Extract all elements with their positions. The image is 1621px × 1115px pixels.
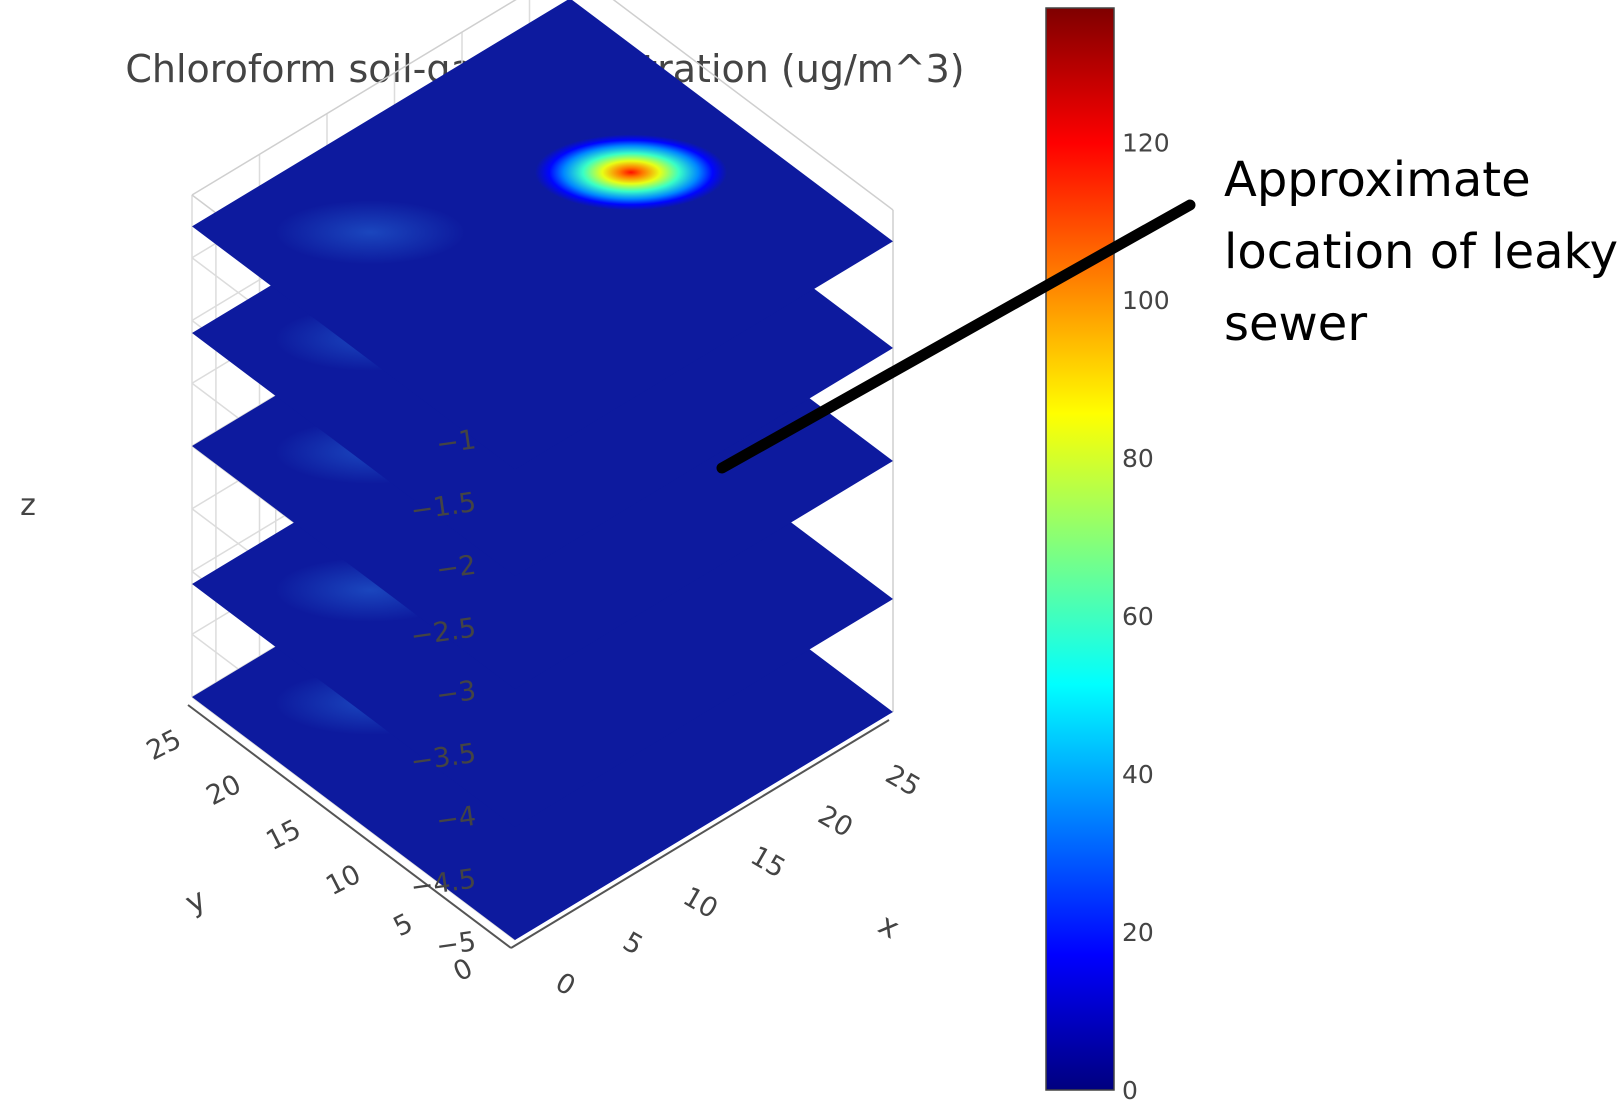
- x-tick-label: 0: [550, 967, 580, 1002]
- z-tick-label: −1: [434, 424, 478, 460]
- z-axis-label: z: [20, 488, 36, 523]
- x-tick-label: 5: [618, 926, 648, 961]
- z-tick-label: −5: [434, 926, 478, 962]
- colorbar-tick-label: 100: [1122, 286, 1170, 315]
- slice-z-m1_25: [192, 0, 893, 470]
- colorbar-tick-label: 20: [1122, 918, 1154, 947]
- annotation-line-1: Approximate: [1224, 152, 1531, 208]
- annotation-text: Approximate location of leaky sewer: [1224, 152, 1618, 352]
- z-tick-label: −2: [434, 550, 478, 586]
- x-tick-label: 20: [813, 800, 858, 844]
- y-tick-label: 20: [202, 769, 247, 812]
- annotation-pointer-line: [716, 199, 1196, 474]
- annotation-line-2: location of leaky: [1224, 224, 1618, 280]
- colorbar-tick-label: 40: [1122, 760, 1154, 789]
- y-axis-label: y: [180, 882, 212, 921]
- y-tick-label: 25: [142, 724, 187, 767]
- y-tick-label: 5: [389, 908, 418, 943]
- z-tick-label: −3: [434, 675, 478, 711]
- colorbar-tick-label: 80: [1122, 444, 1154, 473]
- colorbar-gradient: [1045, 7, 1115, 1091]
- y-tick-label: 10: [321, 859, 366, 902]
- colorbar-tick-label: 120: [1122, 128, 1170, 157]
- y-tick-label: 0: [448, 953, 477, 988]
- slice-haze: [275, 200, 466, 265]
- colorbar-tick-label: 0: [1122, 1076, 1138, 1105]
- concentration-slices: [192, 0, 893, 940]
- slice-hotspot: [535, 134, 728, 211]
- z-tick-label: −4: [434, 801, 478, 837]
- x-tick-label: 15: [745, 840, 790, 884]
- y-tick-label: 15: [261, 814, 306, 857]
- colorbar: 0 20 40 60 80 100 120: [1045, 7, 1170, 1105]
- slice-plane: [192, 0, 893, 470]
- colorbar-tick-label: 60: [1122, 602, 1154, 631]
- x-axis-label: x: [872, 907, 905, 946]
- x-tick-label: 10: [678, 881, 723, 925]
- annotation-line-3: sewer: [1224, 296, 1367, 352]
- axes-frame: [187, 0, 894, 949]
- x-tick-label: 25: [880, 759, 925, 803]
